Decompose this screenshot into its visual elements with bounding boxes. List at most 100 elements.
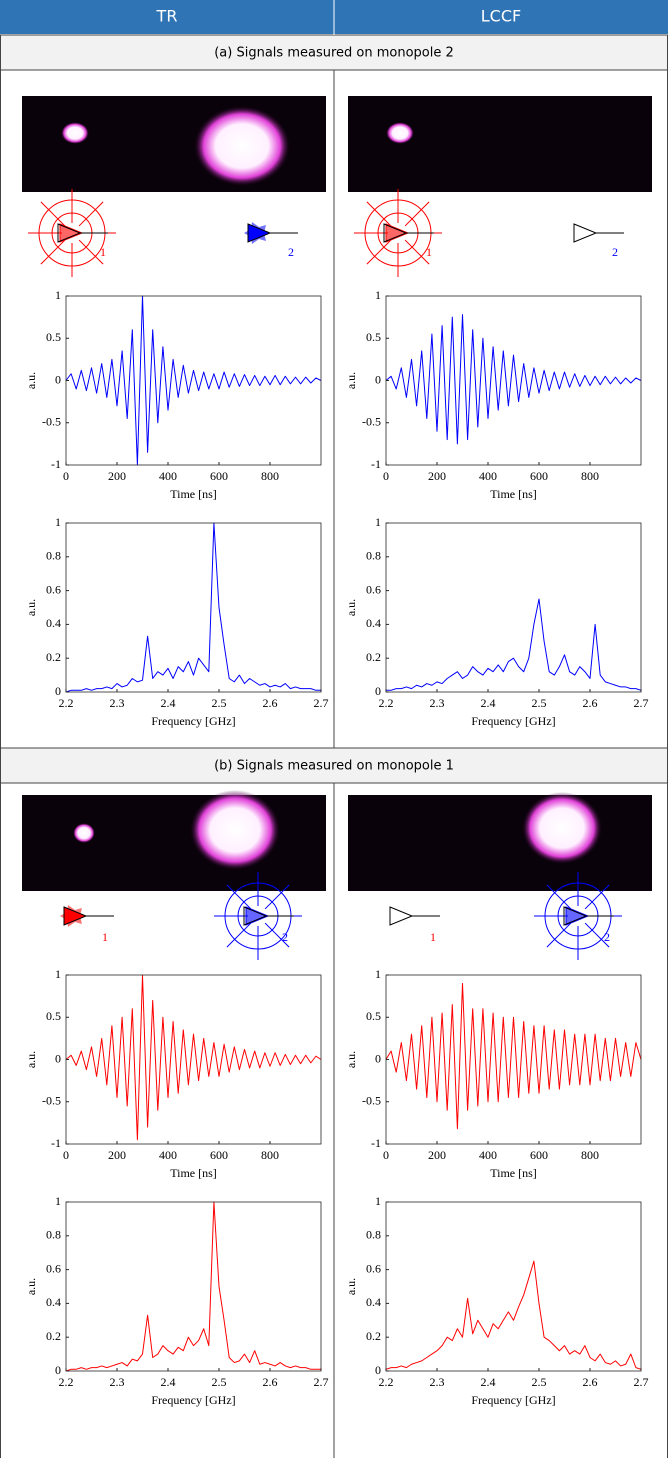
x-tick-label: 600 [210,469,228,483]
antenna-label: 2 [282,930,288,944]
y-tick-label: 1 [55,967,61,981]
column-header: LCCF [481,7,521,26]
y-tick-label: -1 [371,1136,381,1150]
monopole [63,906,114,926]
y-tick-label: 0.2 [46,1329,61,1343]
x-tick-label: 2.5 [212,696,227,710]
wave-ray [40,239,66,265]
x-tick-label: 2.7 [314,696,329,710]
monopole [385,223,410,243]
x-tick-label: 2.7 [634,1375,649,1389]
x-tick-label: 2.5 [532,696,547,710]
signal-line [65,522,321,693]
y-axis-label: a.u. [24,1051,38,1068]
x-axis-label: Frequency [GHz] [151,714,235,728]
antenna-label: 2 [612,245,618,259]
monopole [243,906,294,926]
y-tick-label: 1 [375,967,381,981]
plot-area [66,523,321,692]
y-tick-label: 0 [375,1363,381,1377]
y-tick-label: 0.6 [46,582,61,596]
x-axis-label: Time [ns] [490,1166,537,1180]
wave-ray [40,201,66,227]
y-axis-label: a.u. [24,1278,38,1295]
x-tick-label: 2.2 [59,1375,74,1389]
plasma-glow [194,106,290,186]
signal-line [385,314,642,445]
x-tick-label: 2.5 [212,1375,227,1389]
axes-box [65,522,322,693]
y-tick-label: 0 [55,372,61,386]
y-tick-label: 0 [375,684,381,698]
plot-area [386,523,641,692]
monopole [563,906,614,926]
plasma-glow [73,823,95,843]
y-tick-label: 0.6 [366,1261,381,1275]
x-tick-label: 2.7 [634,696,649,710]
y-tick-label: 1 [55,288,61,302]
y-tick-label: -1 [51,457,61,471]
x-tick-label: 200 [428,469,446,483]
plot-area [386,1202,641,1371]
monopole [245,906,270,926]
x-tick-label: 400 [479,469,497,483]
x-tick-label: 2.2 [59,696,74,710]
y-tick-label: 1 [55,515,61,529]
monopole [59,223,84,243]
signal-line [385,1260,642,1370]
y-tick-label: 1 [55,1194,61,1208]
y-tick-label: -0.5 [42,415,61,429]
x-tick-label: 2.3 [110,696,125,710]
x-tick-label: 2.3 [430,1375,445,1389]
plasma-glow [522,792,602,864]
y-axis-label: a.u. [24,372,38,389]
x-tick-label: 200 [108,469,126,483]
monopole [383,223,434,243]
y-axis-label: a.u. [344,599,358,616]
plasma-photo [348,96,652,192]
x-tick-label: 2.4 [481,696,496,710]
y-axis-label: a.u. [344,372,358,389]
x-tick-label: 2.7 [314,1375,329,1389]
wave-ray [546,884,572,910]
y-tick-label: 0 [375,1051,381,1065]
signal-line [65,295,322,466]
wave-ray [264,922,290,948]
x-tick-label: 800 [261,469,279,483]
x-axis-label: Frequency [GHz] [471,1393,555,1407]
y-tick-label: 0.8 [46,549,61,563]
y-tick-label: -1 [51,1136,61,1150]
y-axis-label: a.u. [344,1278,358,1295]
x-tick-label: 400 [159,469,177,483]
x-tick-label: 2.6 [263,1375,278,1389]
signal-line [65,974,322,1141]
y-tick-label: 0.5 [46,330,61,344]
antenna-label: 2 [288,245,294,259]
x-tick-label: 200 [428,1148,446,1162]
wave-ray [584,922,610,948]
wave-ray [366,201,392,227]
wave-ray [264,884,290,910]
x-tick-label: 2.5 [532,1375,547,1389]
wave-ray [226,922,252,948]
x-axis-label: Time [ns] [170,487,217,501]
plasma-glow [61,122,89,144]
x-tick-label: 0 [383,1148,389,1162]
y-tick-label: -0.5 [362,1094,381,1108]
y-tick-label: 0 [375,372,381,386]
wave-ray [404,201,430,227]
y-tick-label: 0.2 [366,1329,381,1343]
plasma-photo [348,795,652,891]
x-tick-label: 0 [63,1148,69,1162]
y-tick-label: -1 [371,457,381,471]
y-tick-label: 0.4 [366,1295,381,1309]
section-title: (a) Signals measured on monopole 2 [214,46,454,61]
y-tick-label: 0.2 [366,650,381,664]
signal-line [385,982,642,1130]
x-tick-label: 400 [479,1148,497,1162]
column-header: TR [156,7,178,26]
plasma-glow [190,790,280,870]
y-tick-label: 0.6 [366,582,381,596]
wave-ray [78,201,104,227]
